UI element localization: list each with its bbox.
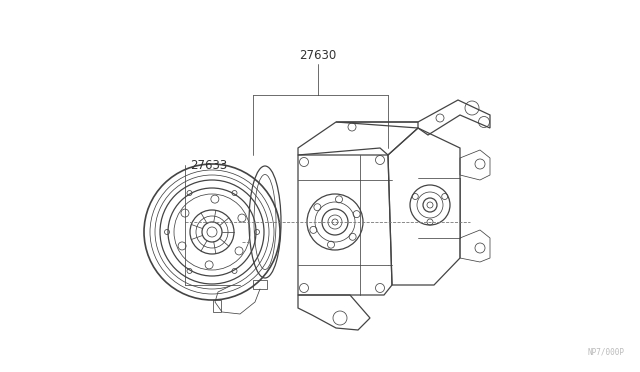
- Bar: [253, 280, 267, 289]
- Text: NP7/000P: NP7/000P: [588, 347, 625, 356]
- Bar: [213, 300, 221, 312]
- Text: 27630: 27630: [300, 49, 337, 62]
- Text: 27633: 27633: [190, 158, 227, 171]
